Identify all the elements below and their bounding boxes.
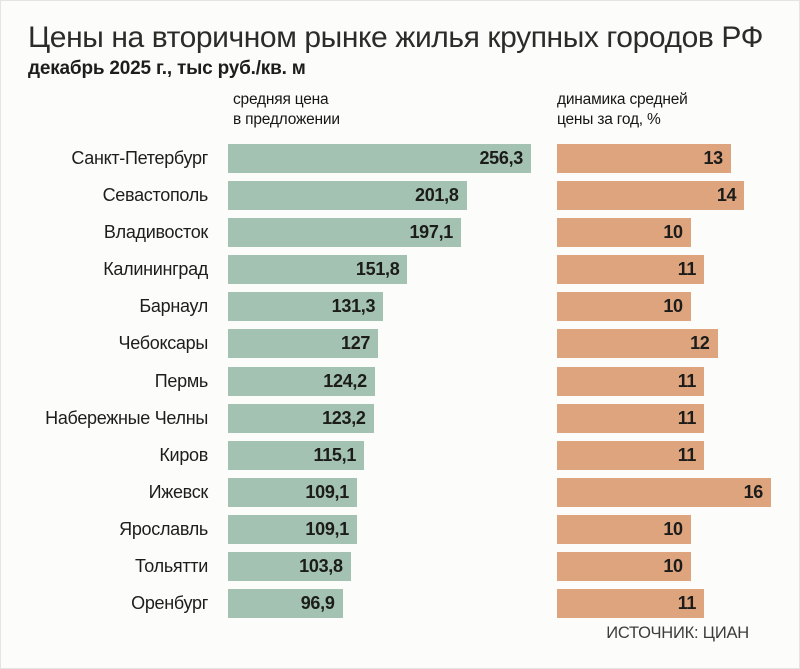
price-bar: 123,2 (228, 403, 374, 433)
price-value: 124,2 (323, 370, 367, 391)
dynamics-value: 10 (663, 222, 683, 243)
chart-row: Севастополь 201,8 14 (1, 181, 799, 211)
price-value: 131,3 (331, 296, 376, 317)
price-value: 109,1 (305, 481, 349, 502)
price-value: 127 (340, 333, 371, 354)
chart-row: Чебоксары 127 12 (1, 329, 799, 359)
dynamics-value: 10 (663, 296, 683, 317)
dynamics-bar: 10 (557, 292, 691, 322)
price-bar: 127 (228, 329, 379, 359)
price-value: 197,1 (409, 222, 453, 243)
dynamics-bar: 16 (557, 477, 771, 507)
price-bar: 109,1 (228, 477, 357, 507)
dynamics-bar: 12 (557, 329, 718, 359)
city-label: Ижевск (148, 481, 209, 502)
city-label: Барнаул (139, 296, 208, 317)
price-value: 151,8 (355, 259, 400, 280)
price-value: 123,2 (322, 407, 366, 428)
chart-row: Набережные Челны 123,2 11 (1, 403, 799, 433)
dynamics-value: 16 (743, 481, 764, 502)
city-label: Калининград (103, 259, 208, 280)
price-bar: 96,9 (228, 589, 343, 619)
city-label: Набережные Челны (45, 407, 208, 428)
price-column-header-line2: в предложении (233, 111, 340, 128)
dynamics-value: 13 (703, 148, 723, 168)
dynamics-bar: 14 (557, 181, 745, 211)
dynamics-bar: 10 (557, 514, 691, 544)
city-label: Ярославль (119, 518, 208, 539)
dynamics-value: 12 (690, 333, 710, 354)
price-bar: 256,3 (228, 144, 531, 173)
dynamics-bar: 10 (557, 218, 691, 248)
chart-rows: Санкт-Петербург 256,3 13 Севастополь 201… (1, 144, 799, 626)
source-label: ИСТОЧНИК: ЦИАН (606, 624, 749, 642)
price-bar: 109,1 (228, 514, 357, 544)
dynamics-bar: 10 (557, 552, 691, 582)
price-column-header: средняя цена в предложении (233, 90, 340, 130)
dynamics-bar: 13 (557, 144, 731, 173)
dynamics-value: 11 (677, 444, 697, 465)
city-label: Тольятти (135, 556, 208, 577)
city-label: Пермь (154, 370, 209, 391)
price-value: 96,9 (300, 593, 335, 614)
chart-row: Ярославль 109,1 10 (1, 514, 799, 544)
chart-row: Калининград 151,8 11 (1, 255, 799, 285)
price-bar: 151,8 (228, 255, 408, 285)
dynamics-value: 10 (663, 556, 683, 577)
price-bar: 115,1 (228, 440, 365, 470)
dynamics-bar: 11 (557, 589, 705, 619)
chart-row: Киров 115,1 11 (1, 440, 799, 470)
dynamics-column-header-line1: динамика средней (557, 91, 688, 108)
city-label: Санкт-Петербург (71, 148, 208, 168)
price-bar: 103,8 (228, 552, 351, 582)
price-value: 201,8 (415, 185, 459, 206)
price-column-header-line1: средняя цена (233, 91, 329, 108)
dynamics-value: 11 (677, 407, 697, 428)
city-label: Киров (159, 444, 208, 465)
city-label: Севастополь (102, 185, 209, 206)
dynamics-value: 14 (716, 185, 737, 206)
dynamics-value: 11 (677, 259, 697, 280)
price-bar: 131,3 (228, 292, 384, 322)
price-value: 115,1 (313, 444, 357, 465)
page-title: Цены на вторичном рынке жилья крупных го… (28, 21, 764, 54)
dynamics-column-header: динамика средней цены за год, % (557, 90, 688, 130)
dynamics-value: 10 (663, 518, 683, 539)
price-bar: 124,2 (228, 366, 375, 396)
city-label: Оренбург (131, 593, 208, 614)
dynamics-bar: 11 (557, 255, 705, 285)
chart-row: Тольятти 103,8 10 (1, 552, 799, 582)
page-subtitle: декабрь 2025 г., тыс руб./кв. м (28, 58, 306, 79)
price-bar: 197,1 (228, 218, 461, 248)
price-value: 103,8 (299, 556, 343, 577)
chart-row: Барнаул 131,3 10 (1, 292, 799, 322)
price-bar: 201,8 (228, 181, 467, 211)
chart-row: Ижевск 109,1 16 (1, 477, 799, 507)
city-label: Чебоксары (118, 333, 209, 354)
city-label: Владивосток (103, 222, 208, 243)
chart-row: Санкт-Петербург 256,3 13 (1, 144, 799, 173)
chart-row: Владивосток 197,1 10 (1, 218, 799, 248)
dynamics-bar: 11 (557, 366, 705, 396)
chart-row: Пермь 124,2 11 (1, 366, 799, 396)
dynamics-bar: 11 (557, 440, 705, 470)
price-value: 109,1 (305, 518, 349, 539)
chart-row: Оренбург 96,9 11 (1, 589, 799, 619)
dynamics-bar: 11 (557, 403, 705, 433)
price-value: 256,3 (479, 148, 523, 168)
dynamics-value: 11 (677, 370, 697, 391)
dynamics-column-header-line2: цены за год, % (557, 111, 661, 128)
dynamics-value: 11 (677, 593, 697, 614)
